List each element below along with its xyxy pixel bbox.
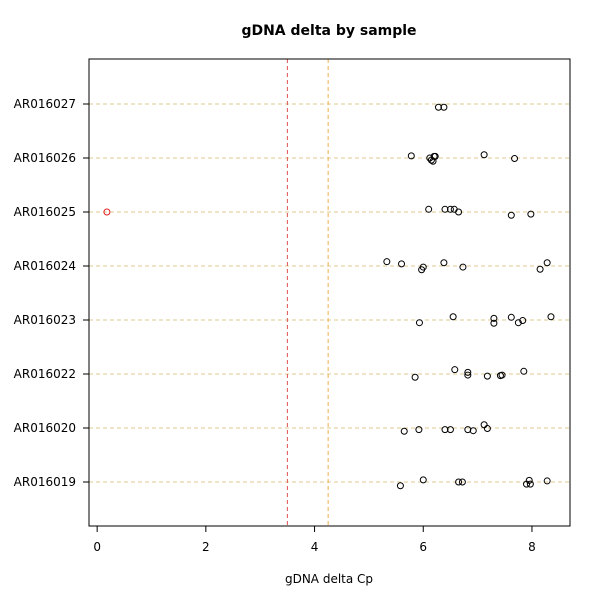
plot-frame [88,58,571,527]
data-points [103,103,555,490]
y-axis: AR016019 AR016020 AR016022 AR016023 AR016024… [14,97,89,489]
x-tick-label: 6 [419,540,427,554]
data-point [441,426,449,434]
y-tick-label: AR016022 [14,367,76,381]
grid-lines [89,103,570,483]
data-point [440,103,448,111]
data-point [407,152,415,160]
data-point [507,211,515,219]
data-point [411,373,419,381]
data-point [527,210,535,218]
data-point [446,426,454,434]
data-point [450,205,458,213]
data-point [543,259,551,267]
y-tick-label: AR016023 [14,313,76,327]
data-point [520,367,528,375]
data-point [400,427,408,435]
data-point [398,260,406,268]
x-tick-label: 2 [202,540,210,554]
data-point [547,313,555,321]
y-tick-label: AR016024 [14,259,76,273]
data-point [440,259,448,267]
data-point [490,314,498,322]
data-point [383,258,391,266]
data-point [415,319,423,327]
y-tick-label: AR016026 [14,151,76,165]
data-point [507,313,515,321]
data-point [425,205,433,213]
x-tick-label: 8 [528,540,536,554]
data-point [415,426,423,434]
data-point [103,208,111,216]
data-point [498,371,506,379]
x-axis-label: gDNA delta Cp [285,572,373,586]
data-point [536,265,544,273]
data-point [458,478,466,486]
data-point [446,205,454,213]
data-point [469,427,477,435]
data-point [511,155,519,163]
y-tick-label: AR016027 [14,97,76,111]
x-tick-label: 4 [311,540,319,554]
data-point [431,152,439,160]
reference-lines [286,59,329,526]
data-point [483,372,491,380]
data-point [519,317,527,325]
y-tick-label: AR016019 [14,475,76,489]
data-point [526,480,534,488]
data-point [464,368,472,376]
data-point [543,477,551,485]
chart-title: gDNA delta by sample [241,23,416,39]
data-point [480,421,488,429]
data-point [464,371,472,379]
data-point [434,103,442,111]
data-point [483,425,491,433]
data-point [449,313,457,321]
x-axis: 0 2 4 6 8 [93,526,536,554]
data-point [451,366,459,374]
y-tick-label: AR016025 [14,205,76,219]
data-point [455,208,463,216]
data-point [419,476,427,484]
data-point [525,476,533,484]
data-point [455,478,463,486]
x-tick-label: 0 [93,540,101,554]
y-tick-label: AR016020 [14,421,76,435]
data-point [419,263,427,271]
data-point [490,319,498,327]
data-point [480,151,488,159]
data-point [459,263,467,271]
data-point [396,482,404,490]
data-point [441,205,449,213]
data-point [514,319,522,327]
